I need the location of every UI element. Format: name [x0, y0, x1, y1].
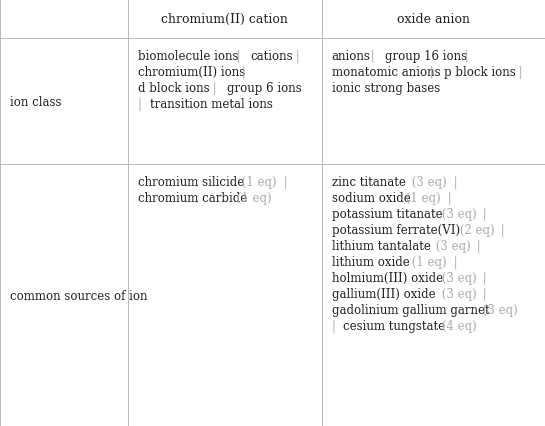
Text: |: |: [233, 50, 244, 63]
Text: potassium titanate: potassium titanate: [331, 208, 442, 221]
Text: (1 eq): (1 eq): [233, 192, 271, 205]
Text: chromium(II) ions: chromium(II) ions: [138, 66, 245, 79]
Text: (1 eq): (1 eq): [408, 256, 447, 268]
Bar: [128, 39, 322, 165]
Text: (3 eq): (3 eq): [432, 239, 471, 253]
Text: common sources of ion: common sources of ion: [10, 289, 148, 302]
Text: group 16 ions: group 16 ions: [385, 50, 467, 63]
Text: |: |: [367, 50, 378, 63]
Text: chromium carbide: chromium carbide: [138, 192, 247, 205]
Bar: [322, 0, 545, 39]
Text: holmium(III) oxide: holmium(III) oxide: [331, 271, 443, 285]
Text: (2 eq): (2 eq): [456, 224, 494, 237]
Text: |: |: [292, 50, 303, 63]
Bar: [128, 165, 322, 426]
Text: |: |: [426, 66, 438, 79]
Text: potassium ferrate(VI): potassium ferrate(VI): [331, 224, 459, 237]
Text: (3 eq): (3 eq): [408, 176, 447, 189]
Bar: [128, 0, 322, 39]
Bar: [0, 0, 128, 39]
Text: transition metal ions: transition metal ions: [150, 98, 272, 111]
Text: (4 eq): (4 eq): [438, 319, 476, 332]
Text: |: |: [444, 192, 455, 205]
Text: (3 eq): (3 eq): [438, 271, 476, 285]
Text: group 6 ions: group 6 ions: [227, 82, 301, 95]
Text: ion class: ion class: [10, 95, 62, 109]
Text: d block ions: d block ions: [138, 82, 210, 95]
Text: |: |: [238, 66, 250, 79]
Text: biomolecule ions: biomolecule ions: [138, 50, 239, 63]
Text: |: |: [280, 176, 291, 189]
Text: gallium(III) oxide: gallium(III) oxide: [331, 287, 435, 300]
Text: anions: anions: [331, 50, 371, 63]
Text: (3 eq): (3 eq): [438, 287, 476, 300]
Text: (1 eq): (1 eq): [402, 192, 441, 205]
Text: sodium oxide: sodium oxide: [331, 192, 410, 205]
Text: lithium tantalate: lithium tantalate: [331, 239, 431, 253]
Bar: [0, 39, 128, 165]
Bar: [322, 39, 545, 165]
Text: cations: cations: [250, 50, 293, 63]
Text: |: |: [209, 82, 220, 95]
Text: lithium oxide: lithium oxide: [331, 256, 409, 268]
Text: |: |: [479, 208, 490, 221]
Text: oxide anion: oxide anion: [397, 13, 470, 26]
Text: ionic strong bases: ionic strong bases: [331, 82, 440, 95]
Text: (1 eq): (1 eq): [238, 176, 277, 189]
Text: |: |: [497, 224, 508, 237]
Text: p block ions: p block ions: [444, 66, 516, 79]
Text: |: |: [514, 66, 526, 79]
Text: |: |: [450, 176, 461, 189]
Text: |: |: [331, 319, 339, 332]
Text: (3 eq): (3 eq): [479, 303, 518, 316]
Text: (3 eq): (3 eq): [438, 208, 476, 221]
Text: monatomic anions: monatomic anions: [331, 66, 440, 79]
Text: |: |: [450, 256, 461, 268]
Bar: [322, 165, 545, 426]
Text: cesium tungstate: cesium tungstate: [343, 319, 445, 332]
Text: |: |: [479, 271, 490, 285]
Text: |: |: [462, 50, 473, 63]
Text: zinc titanate: zinc titanate: [331, 176, 405, 189]
Text: |: |: [479, 287, 490, 300]
Bar: [0, 165, 128, 426]
Text: chromium silicide: chromium silicide: [138, 176, 244, 189]
Text: gadolinium gallium garnet: gadolinium gallium garnet: [331, 303, 489, 316]
Text: |: |: [138, 98, 146, 111]
Text: chromium(II) cation: chromium(II) cation: [161, 13, 288, 26]
Text: |: |: [473, 239, 485, 253]
